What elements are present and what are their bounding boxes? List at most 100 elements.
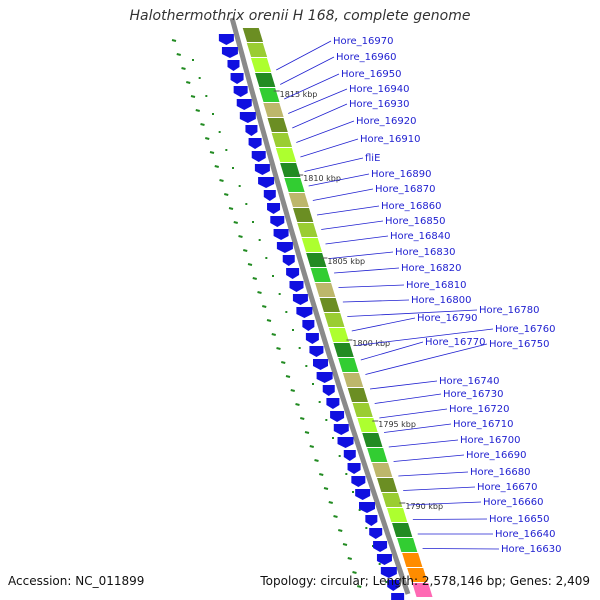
cds-arrow bbox=[333, 424, 349, 435]
feature-block bbox=[372, 463, 393, 477]
cds-arrow bbox=[239, 112, 256, 123]
gene-label: Hore_16820 bbox=[401, 263, 462, 274]
cds-arrow bbox=[373, 541, 388, 552]
gc-skew-mark bbox=[295, 403, 300, 406]
gc-skew-mark bbox=[300, 417, 305, 420]
cds-arrow bbox=[221, 47, 238, 58]
leader-line bbox=[347, 309, 478, 317]
cds-arrow bbox=[248, 138, 262, 149]
gene-label: Hore_16760 bbox=[495, 324, 556, 335]
cds-arrow bbox=[254, 164, 270, 175]
feature-block bbox=[338, 358, 359, 372]
gc-skew-mark bbox=[281, 361, 286, 364]
leader-line bbox=[403, 486, 476, 491]
cds-arrow bbox=[245, 125, 258, 136]
leader-line bbox=[312, 188, 374, 201]
gc-skew-mark bbox=[195, 109, 200, 112]
gc-skew-mark bbox=[285, 375, 291, 378]
feature-block bbox=[246, 43, 268, 57]
feature-block bbox=[324, 313, 345, 327]
leader-line bbox=[379, 408, 448, 419]
gc-skew-mark bbox=[342, 543, 348, 546]
cds-arrow bbox=[302, 320, 315, 331]
gc-skew-mark bbox=[238, 235, 243, 238]
cds-arrow bbox=[387, 580, 400, 591]
leader-line bbox=[276, 40, 332, 71]
gc-skew-mark bbox=[176, 53, 181, 56]
gene-label: Hore_16840 bbox=[390, 231, 451, 242]
cds-arrow bbox=[316, 372, 333, 383]
gene-label: Hore_16960 bbox=[336, 52, 397, 63]
feature-block bbox=[292, 208, 314, 222]
cds-arrow bbox=[326, 398, 340, 409]
gene-label: Hore_16970 bbox=[333, 36, 394, 47]
gc-skew-mark bbox=[243, 249, 248, 252]
leader-line bbox=[316, 205, 380, 216]
gc-skew-mark bbox=[319, 473, 324, 476]
gene-label: Hore_16920 bbox=[356, 116, 417, 127]
leader-line bbox=[342, 299, 410, 303]
cds-arrow bbox=[365, 515, 378, 526]
leader-line bbox=[388, 439, 459, 448]
feature-block bbox=[259, 88, 280, 102]
feature-block bbox=[297, 223, 318, 237]
gene-label: Hore_16910 bbox=[360, 134, 421, 145]
feature-block bbox=[352, 403, 373, 417]
cds-arrow bbox=[286, 268, 300, 279]
gene-label: Hore_16800 bbox=[411, 295, 472, 306]
feature-block bbox=[319, 298, 340, 312]
feature-block bbox=[362, 433, 383, 447]
gc-skew-mark bbox=[247, 263, 253, 266]
cds-arrow bbox=[309, 346, 324, 357]
gene-label: Hore_16630 bbox=[501, 544, 562, 555]
cds-arrow bbox=[236, 99, 252, 110]
gene-label: Hore_16950 bbox=[341, 69, 402, 80]
gc-skew-mark bbox=[224, 193, 229, 196]
feature-block bbox=[263, 103, 284, 117]
cds-arrow bbox=[322, 385, 335, 396]
feature-block bbox=[284, 178, 305, 192]
feature-block bbox=[367, 448, 388, 462]
leader-line bbox=[334, 267, 400, 274]
feature-block bbox=[315, 283, 336, 297]
gene-label: Hore_16780 bbox=[479, 305, 540, 316]
gc-skew-mark bbox=[257, 291, 262, 294]
gc-skew-mark bbox=[205, 137, 210, 140]
feature-block bbox=[328, 328, 350, 342]
gc-skew-mark bbox=[266, 319, 272, 322]
kbp-label: 1815 kbp bbox=[280, 90, 318, 99]
feature-block bbox=[347, 388, 368, 402]
leader-line bbox=[422, 548, 500, 550]
feature-block bbox=[392, 523, 413, 537]
leader-line bbox=[407, 501, 482, 506]
feature-block bbox=[242, 28, 264, 42]
cds-arrow bbox=[270, 216, 285, 227]
gene-label: Hore_16750 bbox=[489, 339, 550, 350]
gene-label: Hore_16720 bbox=[449, 404, 510, 415]
leader-line bbox=[292, 103, 348, 129]
gc-skew-mark bbox=[262, 305, 267, 308]
gene-label: Hore_16790 bbox=[417, 313, 478, 324]
gene-label: Hore_16930 bbox=[349, 99, 410, 110]
feature-block bbox=[407, 568, 428, 582]
accession-label: Accession: NC_011899 bbox=[8, 574, 145, 588]
gc-skew-mark bbox=[233, 221, 238, 224]
feature-block bbox=[255, 73, 276, 87]
gc-skew-mark bbox=[171, 39, 177, 42]
feature-block bbox=[280, 163, 301, 177]
cds-arrow bbox=[289, 281, 304, 292]
gene-label: Hore_16690 bbox=[466, 450, 527, 461]
gene-label: Hore_16810 bbox=[406, 280, 467, 291]
leader-line bbox=[284, 73, 340, 100]
cds-arrow bbox=[358, 502, 375, 513]
gene-label: Hore_16870 bbox=[375, 184, 436, 195]
gc-skew-mark bbox=[357, 585, 362, 588]
leader-line bbox=[398, 471, 469, 477]
leader-line bbox=[325, 235, 389, 245]
leader-line bbox=[338, 284, 405, 288]
gc-skew-mark bbox=[271, 333, 276, 336]
feature-block bbox=[306, 253, 327, 267]
feature-block bbox=[357, 418, 378, 432]
